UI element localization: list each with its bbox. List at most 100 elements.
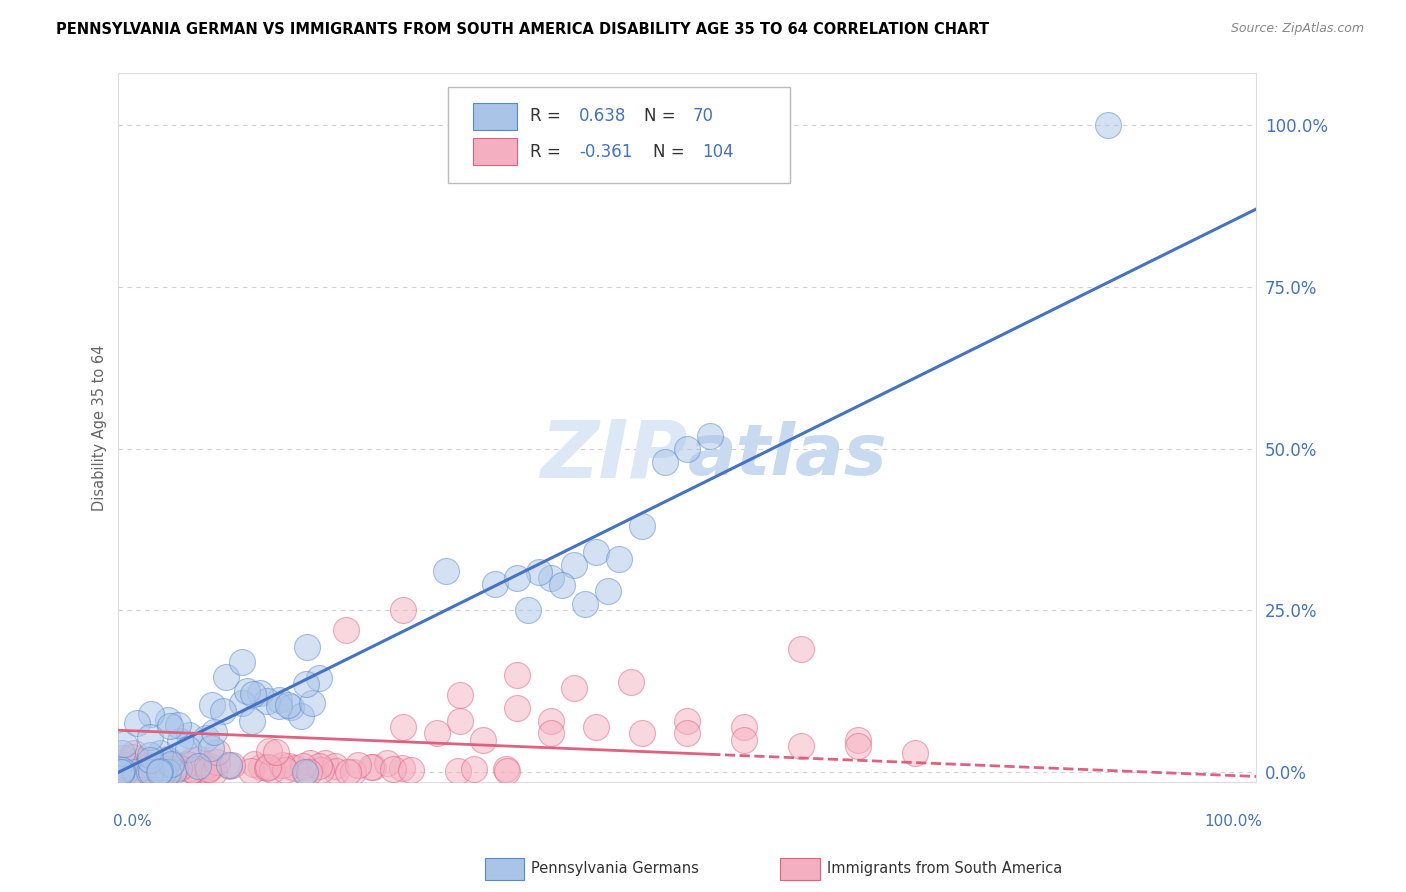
Point: [449, 688, 471, 702]
Point: [218, 758, 240, 772]
Point: [846, 733, 869, 747]
Text: R =: R =: [530, 143, 567, 161]
Point: [111, 763, 134, 777]
Text: 100.0%: 100.0%: [1204, 814, 1263, 829]
Point: [295, 640, 318, 654]
Point: [159, 757, 181, 772]
Text: Source: ZipAtlas.com: Source: ZipAtlas.com: [1230, 22, 1364, 36]
Point: [146, 764, 169, 778]
Text: 0.0%: 0.0%: [112, 814, 152, 829]
Point: [202, 725, 225, 739]
Point: [138, 753, 160, 767]
Point: [301, 696, 323, 710]
Point: [529, 565, 551, 579]
Point: [195, 764, 218, 778]
Point: [1097, 118, 1119, 132]
Point: [294, 677, 316, 691]
Point: [517, 603, 540, 617]
Point: [149, 746, 172, 760]
Point: [177, 742, 200, 756]
Point: [277, 759, 299, 773]
Point: [114, 765, 136, 780]
Point: [141, 764, 163, 778]
Point: [243, 757, 266, 772]
Point: [463, 762, 485, 776]
Point: [114, 758, 136, 772]
Point: [181, 763, 204, 777]
Point: [274, 764, 297, 778]
Point: [157, 765, 180, 780]
Text: PENNSYLVANIA GERMAN VS IMMIGRANTS FROM SOUTH AMERICA DISABILITY AGE 35 TO 64 COR: PENNSYLVANIA GERMAN VS IMMIGRANTS FROM S…: [56, 22, 990, 37]
Point: [846, 739, 869, 754]
Point: [160, 757, 183, 772]
Point: [141, 765, 163, 780]
Point: [197, 758, 219, 772]
Point: [267, 693, 290, 707]
Point: [111, 764, 134, 779]
Text: atlas: atlas: [688, 421, 887, 491]
Point: [381, 762, 404, 776]
Point: [150, 764, 173, 779]
Point: [193, 762, 215, 776]
Point: [392, 720, 415, 734]
Point: [139, 747, 162, 762]
Point: [654, 454, 676, 468]
Point: [298, 765, 321, 780]
Point: [733, 720, 755, 734]
Point: [152, 762, 174, 776]
Point: [607, 551, 630, 566]
Text: 104: 104: [702, 143, 734, 161]
Point: [205, 745, 228, 759]
Point: [540, 714, 562, 728]
Point: [257, 744, 280, 758]
Point: [162, 764, 184, 779]
Point: [294, 765, 316, 780]
Point: [134, 763, 156, 777]
Point: [127, 764, 149, 778]
Point: [149, 761, 172, 775]
Point: [375, 756, 398, 770]
Point: [249, 686, 271, 700]
Point: [153, 762, 176, 776]
Text: Pennsylvania Germans: Pennsylvania Germans: [531, 862, 699, 876]
Point: [111, 751, 134, 765]
Text: 0.638: 0.638: [579, 107, 627, 125]
Point: [240, 764, 263, 778]
Point: [112, 737, 135, 751]
Point: [360, 760, 382, 774]
Point: [495, 762, 517, 776]
Point: [257, 760, 280, 774]
Point: [107, 759, 129, 773]
Point: [122, 747, 145, 761]
Text: N =: N =: [644, 107, 681, 125]
Point: [163, 763, 186, 777]
Point: [325, 764, 347, 779]
Point: [159, 719, 181, 733]
Point: [290, 709, 312, 723]
Point: [169, 761, 191, 775]
FancyBboxPatch shape: [449, 87, 790, 183]
Point: [298, 756, 321, 770]
Point: [308, 759, 330, 773]
Point: [162, 761, 184, 775]
Point: [790, 739, 813, 754]
Point: [205, 755, 228, 769]
Point: [291, 759, 314, 773]
Point: [391, 760, 413, 774]
Point: [156, 752, 179, 766]
Point: [138, 765, 160, 780]
Point: [138, 758, 160, 772]
Point: [447, 764, 470, 778]
Point: [256, 694, 278, 708]
Point: [506, 571, 529, 585]
Point: [177, 763, 200, 777]
Point: [110, 765, 132, 780]
Point: [250, 759, 273, 773]
Point: [242, 687, 264, 701]
Point: [271, 757, 294, 772]
Point: [585, 545, 607, 559]
Point: [551, 577, 574, 591]
Point: [323, 758, 346, 772]
Point: [111, 765, 134, 780]
Point: [187, 752, 209, 766]
